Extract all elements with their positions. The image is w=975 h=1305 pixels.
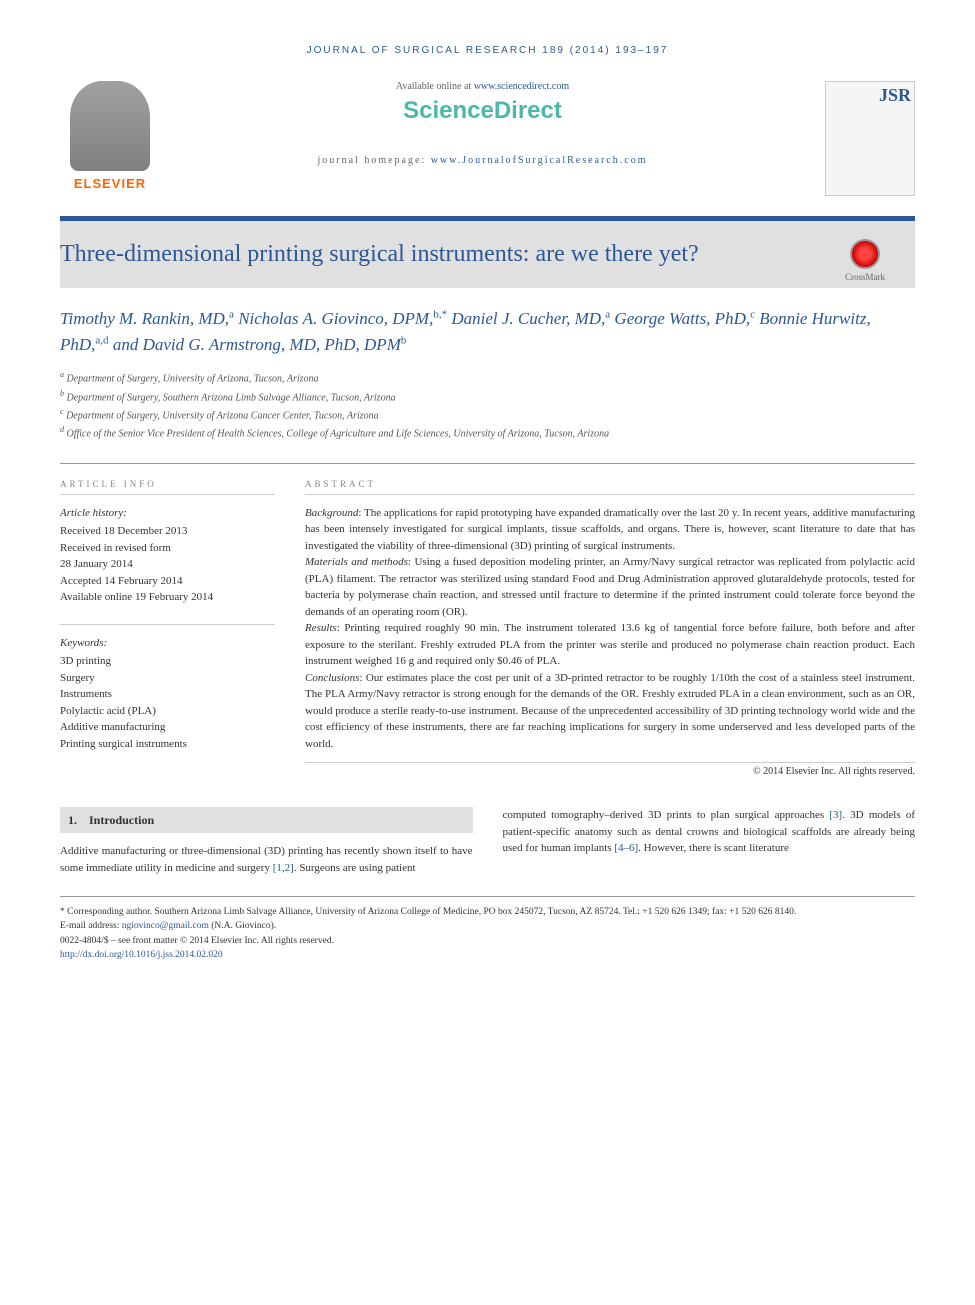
journal-cover-thumb[interactable]: JSR bbox=[825, 81, 915, 196]
crossmark-label: CrossMark bbox=[845, 272, 885, 282]
homepage-link[interactable]: www.JournalofSurgicalResearch.com bbox=[431, 155, 648, 166]
email-link[interactable]: ngiovinco@gmail.com bbox=[122, 921, 209, 931]
intro-heading: 1. Introduction bbox=[60, 807, 473, 833]
affiliations: a Department of Surgery, University of A… bbox=[60, 369, 915, 442]
heading-num: 1. bbox=[68, 813, 77, 827]
running-head: JOURNAL OF SURGICAL RESEARCH 189 (2014) … bbox=[60, 45, 915, 56]
authors: Timothy M. Rankin, MD,a Nicholas A. Giov… bbox=[60, 306, 915, 357]
keywords-list: 3D printingSurgeryInstrumentsPolylactic … bbox=[60, 653, 275, 752]
body-col-right: computed tomography–derived 3D prints to… bbox=[503, 807, 916, 876]
article-title: Three-dimensional printing surgical inst… bbox=[60, 239, 795, 270]
article-info-label: ARTICLE INFO bbox=[60, 479, 275, 495]
email-suffix: (N.A. Giovinco). bbox=[209, 921, 276, 931]
journal-homepage: journal homepage: www.JournalofSurgicalR… bbox=[180, 155, 785, 166]
intro-para-1: Additive manufacturing or three-dimensio… bbox=[60, 843, 473, 876]
abstract-column: ABSTRACT Background: The applications fo… bbox=[305, 479, 915, 778]
homepage-label: journal homepage: bbox=[318, 155, 431, 166]
email-label: E-mail address: bbox=[60, 921, 122, 931]
elsevier-text: ELSEVIER bbox=[60, 176, 160, 191]
body-columns: 1. Introduction Additive manufacturing o… bbox=[60, 807, 915, 876]
available-online: Available online at www.sciencedirect.co… bbox=[180, 81, 785, 92]
cover-journal-abbrev: JSR bbox=[829, 85, 911, 106]
footer: * Corresponding author. Southern Arizona… bbox=[60, 896, 915, 962]
history-head: Article history: bbox=[60, 505, 275, 522]
sciencedirect-logo[interactable]: ScienceDirect bbox=[180, 97, 785, 125]
elsevier-logo[interactable]: ELSEVIER bbox=[60, 81, 160, 191]
sciencedirect-link[interactable]: www.sciencedirect.com bbox=[474, 81, 569, 92]
history-list: Received 18 December 2013Received in rev… bbox=[60, 523, 275, 606]
abstract-copyright: © 2014 Elsevier Inc. All rights reserved… bbox=[305, 766, 915, 777]
title-section: Three-dimensional printing surgical inst… bbox=[60, 221, 915, 288]
crossmark-icon bbox=[850, 239, 880, 269]
crossmark-badge[interactable]: CrossMark bbox=[825, 239, 905, 282]
elsevier-tree-icon bbox=[70, 81, 150, 171]
doi-link[interactable]: http://dx.doi.org/10.1016/j.jss.2014.02.… bbox=[60, 950, 223, 960]
abstract-label: ABSTRACT bbox=[305, 479, 915, 495]
intro-para-2: computed tomography–derived 3D prints to… bbox=[503, 807, 916, 857]
abstract-body: Background: The applications for rapid p… bbox=[305, 505, 915, 764]
corresponding-author: * Corresponding author. Southern Arizona… bbox=[60, 905, 915, 919]
heading-text: Introduction bbox=[89, 813, 154, 827]
email-line: E-mail address: ngiovinco@gmail.com (N.A… bbox=[60, 919, 915, 933]
body-col-left: 1. Introduction Additive manufacturing o… bbox=[60, 807, 473, 876]
issn-line: 0022-4804/$ – see front matter © 2014 El… bbox=[60, 934, 915, 948]
article-info-column: ARTICLE INFO Article history: Received 1… bbox=[60, 479, 275, 778]
keywords-head: Keywords: bbox=[60, 635, 275, 652]
available-label: Available online at bbox=[396, 81, 474, 92]
header-band: ELSEVIER Available online at www.science… bbox=[60, 81, 915, 221]
